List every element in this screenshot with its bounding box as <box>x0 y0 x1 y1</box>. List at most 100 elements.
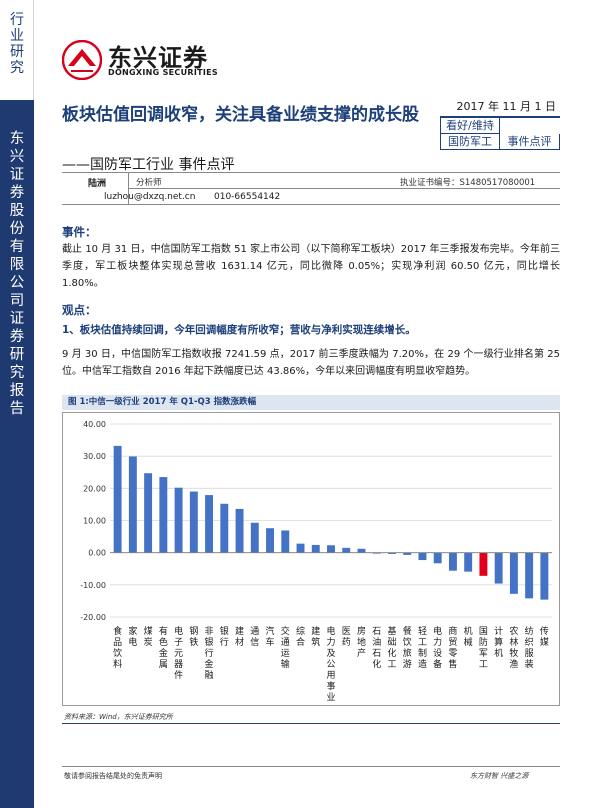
side-company-label: 东兴证券股份有限公司证券研究报告 <box>9 131 25 417</box>
x-tick-label: 通信 <box>250 626 259 648</box>
x-tick-label: 建材 <box>235 625 244 648</box>
x-tick-label: 传媒 <box>540 625 549 648</box>
side-category-label: 行业研究 <box>10 12 24 76</box>
bar-chart: 40.00 30.00 20.00 10.00 0.00 -10.00 -20.00 食品饮料… <box>80 420 552 703</box>
x-tick-label: 餐饮旅游 <box>403 625 412 670</box>
bar-27 <box>509 552 518 594</box>
logo-english-name: DONGXING SECURITIES <box>108 68 218 77</box>
x-tick-label: 医药 <box>342 626 351 648</box>
bar-14 <box>311 544 320 553</box>
logo-chinese-name: 东兴证券 <box>108 44 208 72</box>
analyst-phone: 010-66554142 <box>214 192 281 202</box>
bar-4 <box>159 477 168 553</box>
figure-bottom-divider <box>62 723 560 724</box>
company-logo-icon <box>62 40 102 80</box>
bar-16 <box>342 547 351 553</box>
x-tick-label: 综合 <box>296 625 305 648</box>
event-paragraph: 截止 10 月 31 日，中信国防军工指数 51 家上市公司（以下简称军工板块）… <box>62 244 560 289</box>
y-tick-label: 30.00 <box>83 452 106 461</box>
bar-12 <box>281 530 290 553</box>
tag-row: 国防军工 事件点评 <box>440 134 560 150</box>
bar-10 <box>250 522 259 553</box>
footer-slogan: 东方财智 兴盛之源 <box>470 772 529 780</box>
view-paragraph-1: 9 月 30 日，中信国防军工指数收报 7241.59 点，2017 前三季度跌… <box>62 349 560 377</box>
bar-1 <box>113 445 122 553</box>
side-category-band: 行业研究 <box>0 0 34 100</box>
y-tick-label: 0.00 <box>88 549 106 558</box>
bar-18 <box>372 552 381 554</box>
figure-source: 资料来源：Wind，东兴证券研究所 <box>64 713 173 721</box>
figure-frame <box>62 412 560 706</box>
footer-divider <box>62 766 560 767</box>
bar-23 <box>448 552 457 571</box>
analyst-email: luzhou@dxzq.net.cn <box>104 192 196 202</box>
x-tick-label: 电力及公用事业 <box>326 625 335 703</box>
y-tick-label: -20.00 <box>80 613 106 622</box>
bar-21 <box>418 552 427 561</box>
bar-11 <box>266 528 274 553</box>
x-tick-label: 食品饮料 <box>113 625 122 670</box>
view-point-1: 1、板块估值持续回调，今年回调幅度有所收窄；营收与净利实现连续增长。 <box>62 324 416 336</box>
analyst-cert-number: 执业证书编号：S1480517080001 <box>400 178 536 188</box>
bar-13 <box>296 543 305 553</box>
x-tick-label: 计算机 <box>494 625 503 659</box>
x-tick-label: 电子元器件 <box>174 625 183 681</box>
x-tick-label: 商贸零售 <box>448 625 457 670</box>
report-subtitle: ——国防军工行业 事件点评 <box>62 157 235 173</box>
x-tick-label: 交通运输 <box>281 625 290 670</box>
x-tick-label: 家电 <box>128 625 137 648</box>
report-date: 2017 年 11 月 1 日 <box>440 97 560 118</box>
x-tick-label: 机械 <box>464 625 473 648</box>
x-tick-label: 非银行金融 <box>205 625 214 681</box>
figure-title: 图 1:中信一级行业 2017 年 Q1-Q3 指数涨跌幅 <box>62 395 560 410</box>
event-heading: 事件： <box>62 225 97 239</box>
bar-6 <box>189 491 198 553</box>
x-tick-label: 基础化工 <box>387 625 396 670</box>
bar-8 <box>220 503 229 553</box>
x-tick-label: 国防军工 <box>479 626 488 670</box>
bar-19 <box>388 552 396 554</box>
x-tick-label: 轻工制造 <box>418 625 427 670</box>
x-tick-label: 煤炭 <box>144 625 153 648</box>
analyst-mid-divider <box>128 188 560 189</box>
x-tick-label: 建筑 <box>311 625 320 648</box>
x-tick-label: 汽车 <box>266 625 275 648</box>
bar-20 <box>403 552 412 555</box>
bar-25 <box>479 552 488 576</box>
y-tick-label: 20.00 <box>83 484 106 493</box>
analyst-bottom-divider <box>62 204 560 205</box>
x-tick-label: 有色金属 <box>159 625 168 670</box>
analyst-name: 陆洲 <box>88 179 107 189</box>
rating-badge: 看好/维持 <box>440 118 500 134</box>
x-tick-label: 电力设备 <box>433 625 442 670</box>
report-title: 板块估值回调收窄，关注具备业绩支撑的成长股 <box>62 105 419 125</box>
bar-29 <box>540 552 549 600</box>
bar-5 <box>174 487 183 553</box>
bar-9 <box>235 508 244 553</box>
y-tick-label: -10.00 <box>80 581 106 590</box>
side-company-band: 东兴证券股份有限公司证券研究报告 <box>0 100 34 808</box>
bar-3 <box>144 473 153 553</box>
analyst-top-divider <box>62 172 560 173</box>
industry-tag: 国防军工 <box>440 134 500 150</box>
bar-2 <box>128 456 137 553</box>
report-info-box: 2017 年 11 月 1 日 看好/维持 国防军工 事件点评 <box>440 97 560 150</box>
analyst-role: 分析师 <box>136 178 162 188</box>
bar-7 <box>205 495 214 553</box>
bar-17 <box>357 548 366 553</box>
bar-22 <box>433 552 442 564</box>
y-tick-label: 40.00 <box>83 420 106 429</box>
report-type-tag: 事件点评 <box>500 134 560 150</box>
x-tick-label: 房地产 <box>357 625 366 659</box>
x-tick-label: 钢铁 <box>189 625 198 648</box>
x-tick-label: 石油石化 <box>372 627 381 670</box>
y-tick-label: 10.00 <box>83 517 106 526</box>
x-tick-label: 农林牧渔 <box>509 625 518 670</box>
views-heading: 观点： <box>62 303 97 317</box>
x-tick-label: 纺织服装 <box>525 625 534 670</box>
bar-24 <box>464 552 473 572</box>
bar-26 <box>494 552 503 584</box>
bar-15 <box>327 545 335 553</box>
bar-28 <box>525 552 534 599</box>
x-tick-label: 银行 <box>220 625 229 648</box>
